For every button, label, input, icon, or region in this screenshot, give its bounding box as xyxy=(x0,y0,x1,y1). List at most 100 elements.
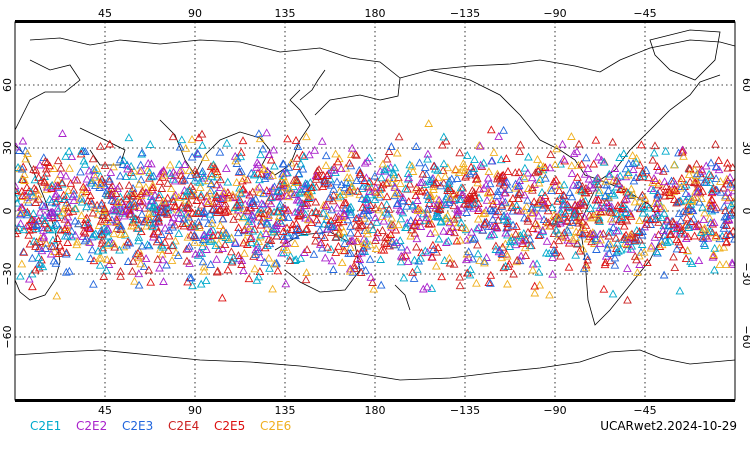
occultation-triangle xyxy=(60,225,69,233)
occultation-triangle xyxy=(460,166,470,175)
occultation-triangle xyxy=(349,263,359,272)
occultation-triangle xyxy=(406,216,416,225)
occultation-triangle xyxy=(290,239,300,247)
occultation-triangle xyxy=(206,179,216,187)
occultation-triangle xyxy=(230,151,240,160)
occultation-triangle xyxy=(570,208,579,217)
occultation-triangle xyxy=(499,125,508,134)
occultation-triangle xyxy=(642,258,652,267)
occultation-triangle xyxy=(639,247,649,256)
occultation-triangle xyxy=(79,156,89,165)
occultation-triangle xyxy=(22,221,32,230)
occultation-triangle xyxy=(231,239,240,247)
occultation-triangle xyxy=(627,241,637,250)
occultation-triangle xyxy=(373,228,383,237)
occultation-triangle xyxy=(630,232,640,241)
occultation-triangle xyxy=(595,203,605,211)
occultation-triangle xyxy=(408,267,417,276)
occultation-triangle xyxy=(143,166,152,175)
occultation-triangle xyxy=(134,269,144,278)
occultation-triangle xyxy=(638,208,648,217)
occultation-triangle xyxy=(654,230,663,239)
occultation-triangle xyxy=(87,245,97,254)
occultation-triangle xyxy=(303,215,313,224)
occultation-triangle xyxy=(211,241,221,250)
occultation-triangle xyxy=(236,152,246,161)
occultation-triangle xyxy=(692,187,702,196)
occultation-triangle xyxy=(452,190,462,199)
occultation-triangle xyxy=(159,277,168,285)
occultation-triangle xyxy=(676,177,686,186)
occultation-triangle xyxy=(449,189,459,198)
occultation-triangle xyxy=(404,197,414,205)
occultation-triangle xyxy=(361,265,370,274)
occultation-triangle xyxy=(284,192,293,201)
occultation-triangle xyxy=(235,201,244,210)
occultation-triangle xyxy=(217,293,227,302)
occultation-triangle xyxy=(168,240,178,249)
occultation-triangle xyxy=(236,189,246,198)
occultation-triangle xyxy=(96,141,105,150)
occultation-triangle xyxy=(155,244,165,253)
occultation-triangle xyxy=(32,220,41,228)
occultation-triangle xyxy=(669,160,679,169)
occultation-triangle xyxy=(362,226,372,234)
occultation-triangle xyxy=(613,238,622,247)
occultation-triangle xyxy=(511,229,521,238)
occultation-triangle xyxy=(195,222,204,231)
occultation-triangle xyxy=(258,144,268,153)
occultation-triangle xyxy=(332,177,342,186)
occultation-triangle xyxy=(637,240,647,248)
occultation-triangle xyxy=(394,132,404,141)
occultation-triangle xyxy=(255,182,264,191)
left-lat-tick-label: −60 xyxy=(1,325,14,348)
occultation-triangle xyxy=(155,176,165,185)
occultation-triangle xyxy=(168,222,178,231)
occultation-triangle xyxy=(480,208,490,217)
occultation-triangle xyxy=(648,178,657,187)
occultation-triangle xyxy=(721,192,730,201)
occultation-triangle xyxy=(154,193,164,202)
occultation-triangle xyxy=(428,240,438,249)
occultation-triangle xyxy=(470,233,479,242)
occultation-triangle xyxy=(94,253,104,262)
occultation-triangle xyxy=(465,270,475,279)
occultation-triangle xyxy=(261,229,271,237)
occultation-triangle xyxy=(38,200,47,209)
occultation-triangle xyxy=(134,179,144,188)
occultation-triangle xyxy=(251,245,261,254)
occultation-triangle xyxy=(247,199,257,207)
occultation-triangle xyxy=(608,137,618,146)
occultation-triangle xyxy=(594,195,603,204)
occultation-triangle xyxy=(325,192,335,201)
bottom-lon-tick-label: −45 xyxy=(633,404,656,417)
occultation-triangle xyxy=(441,238,451,246)
occultation-triangle xyxy=(278,159,288,168)
occultation-triangle xyxy=(711,139,720,148)
coastlines xyxy=(15,29,735,381)
occultation-triangle xyxy=(116,221,126,230)
occultation-triangle xyxy=(579,212,589,221)
occultation-triangle xyxy=(255,175,264,184)
occultation-triangle xyxy=(144,173,154,182)
occultation-triangle xyxy=(671,186,681,195)
occultation-triangle xyxy=(250,224,259,233)
occultation-triangle xyxy=(633,268,642,276)
legend-item: C2E2 xyxy=(76,419,107,433)
occultation-triangle xyxy=(594,215,603,224)
occultation-triangle xyxy=(681,254,691,263)
occultation-triangle xyxy=(51,189,61,198)
occultation-triangle xyxy=(123,237,133,246)
occultation-triangle xyxy=(359,234,369,243)
occultation-triangle xyxy=(31,242,40,250)
occultation-triangle xyxy=(666,229,676,238)
occultation-triangle xyxy=(489,147,499,156)
occultation-triangle xyxy=(51,191,60,200)
occultation-triangle xyxy=(472,278,481,287)
occultation-triangle xyxy=(263,241,272,250)
occultation-triangle xyxy=(18,175,28,184)
occultation-triangle xyxy=(368,225,378,234)
occultation-triangle xyxy=(55,241,65,250)
occultation-triangle xyxy=(610,260,620,269)
occultation-triangle xyxy=(387,213,396,222)
